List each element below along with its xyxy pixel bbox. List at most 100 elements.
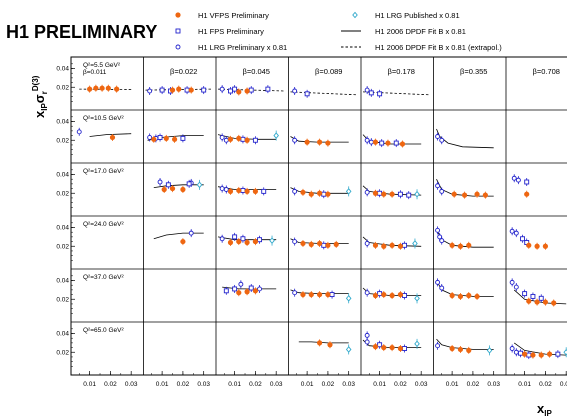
lrg-point [515, 177, 521, 183]
lrg-point [364, 240, 370, 246]
fps-point [377, 190, 383, 196]
q2-label: β=0.011 [83, 69, 107, 76]
q2-label: Q²=10.5 GeV² [83, 115, 124, 122]
vfps-point [316, 139, 323, 145]
q2-label: Q²=17.0 GeV² [83, 168, 124, 175]
fps-point [377, 291, 383, 297]
fps-point [304, 91, 310, 97]
lrg-point [435, 183, 441, 189]
y-tick-label: 0.04 [56, 66, 69, 73]
fps-point [377, 91, 383, 97]
vfps-point [180, 186, 186, 193]
vfps-point [372, 190, 379, 196]
q2-label: Q²=24.0 GeV² [83, 221, 124, 228]
y-tick-label: 0.04 [56, 119, 69, 126]
lrg-point [292, 239, 298, 245]
lrg-point [188, 230, 194, 236]
x-tick-label: 0.03 [197, 381, 210, 388]
vfps-point [466, 292, 472, 299]
pub-point [196, 181, 203, 189]
pub-point [345, 188, 352, 195]
x-axis-title: xIP [537, 401, 552, 418]
beta-label: β=0.708 [533, 67, 560, 76]
panel-grid: 0.02 0.04 0.02 0.04 0.02 0.04 0.02 0.04 0.02 0.04… [56, 56, 567, 388]
vfps-point [542, 299, 549, 305]
lrg-point [509, 228, 515, 234]
fit-curve [89, 133, 132, 137]
panel-r2-c4 [362, 185, 422, 200]
lrg-point [513, 349, 519, 355]
fps-point [402, 293, 408, 298]
vfps-point [151, 136, 157, 142]
vfps-point [87, 86, 93, 92]
panel-r1-c3 [290, 136, 349, 147]
legend-item-fps: H1 FPS Preliminary [175, 27, 264, 36]
vfps-point [227, 136, 234, 142]
y-tick-label: 0.04 [56, 172, 69, 179]
lrg-point [147, 134, 153, 140]
vfps-point [397, 291, 404, 298]
x-tick-label: 0.02 [539, 381, 552, 388]
fps-point [159, 87, 165, 93]
panel-r2-c6 [511, 174, 530, 198]
vfps-point [457, 243, 464, 249]
x-tick-label: 0.03 [487, 381, 500, 388]
fps-point [555, 351, 561, 357]
lrg-point [364, 137, 370, 143]
vfps-point [244, 88, 250, 94]
y-axis-sub-ip: IP [40, 103, 49, 111]
x-tick-label: 0.03 [560, 381, 567, 388]
vfps-point [99, 85, 105, 91]
fps-point [402, 346, 408, 351]
pub-point [414, 295, 420, 302]
vfps-point [300, 291, 306, 298]
vfps-point [169, 185, 176, 192]
fps-point [186, 181, 192, 187]
lrg-point [292, 290, 298, 296]
x-tick-label: 0.02 [322, 381, 335, 388]
fps-point [248, 285, 254, 291]
vfps-point [188, 87, 194, 93]
y-tick-label: 0.02 [56, 84, 69, 91]
lrg-point [439, 238, 445, 244]
vfps-point [461, 192, 468, 198]
x-tick-label: 0.03 [125, 381, 138, 388]
x-tick-label: 0.03 [342, 381, 355, 388]
vfps-point [327, 342, 333, 348]
x-tick-label: 0.02 [104, 381, 117, 388]
panel-r4-c5 [435, 278, 494, 300]
vfps-point [449, 242, 455, 248]
y-tick-label: 0.04 [56, 225, 69, 232]
vfps-point [397, 345, 404, 352]
vfps-point [449, 292, 455, 299]
lrg-point [435, 343, 441, 349]
vfps-point [530, 352, 536, 358]
vfps-point [325, 140, 331, 146]
panel-r0-c3 [290, 87, 358, 98]
panel-r3-c6 [509, 227, 549, 250]
vfps-point [300, 240, 306, 247]
lrg-point [223, 187, 229, 192]
legend-item-lrg: H1 LRG Preliminary x 0.81 [175, 43, 287, 52]
fit-curve [436, 128, 494, 149]
pub-point [414, 190, 420, 198]
fit-curve [153, 232, 204, 240]
legend-marker-pub [352, 11, 358, 19]
panel-r3-c3 [290, 237, 349, 250]
vfps-point [482, 192, 488, 198]
legend-label: H1 2006 DPDF Fit B x 0.81 (extrapol.) [375, 43, 502, 52]
vfps-point [252, 238, 259, 245]
vfps-point [93, 85, 99, 91]
vfps-point [333, 241, 339, 247]
fit-curve [298, 341, 349, 344]
lrg-point [368, 139, 374, 145]
fps-point [397, 191, 403, 197]
x-tick-label: 0.01 [373, 381, 386, 388]
fit-curve [153, 184, 204, 188]
lrg-point [364, 87, 370, 93]
y-axis-sigma: σ [32, 94, 47, 103]
vfps-point [526, 242, 532, 248]
vfps-point [236, 187, 242, 194]
lrg-point [219, 186, 225, 192]
vfps-point [457, 293, 464, 300]
